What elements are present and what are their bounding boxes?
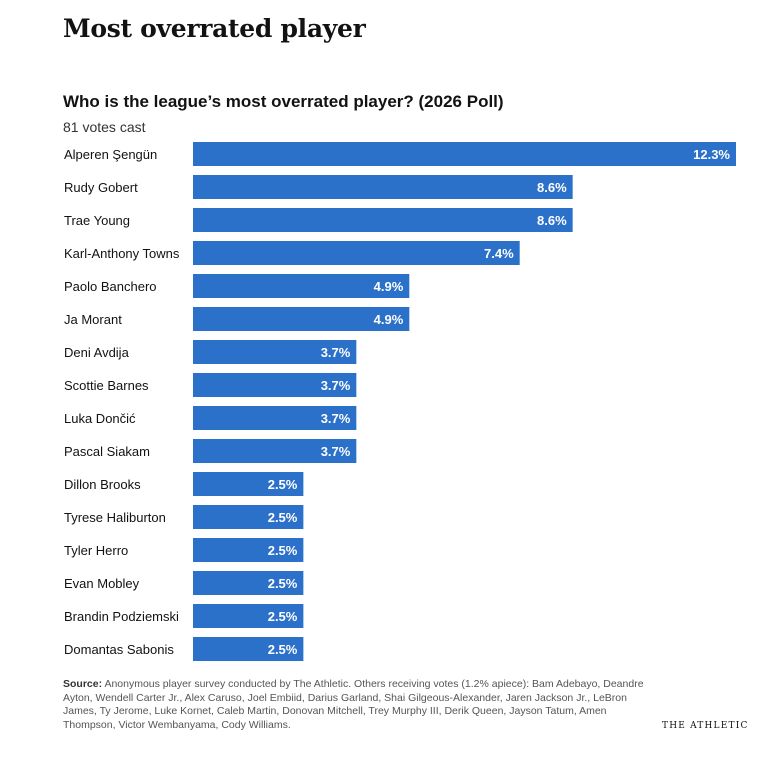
value-label: 4.9% <box>374 312 404 327</box>
page-headline: Most overrated player <box>63 14 366 43</box>
brand-logo: THE ATHLETIC <box>662 721 749 731</box>
source-text: Anonymous player survey conducted by The… <box>63 678 644 731</box>
value-label: 7.4% <box>484 246 514 261</box>
category-label: Alperen Şengün <box>64 147 157 162</box>
bar <box>193 538 304 562</box>
value-label: 3.7% <box>321 378 351 393</box>
bar <box>193 208 573 232</box>
source-note: Source: Anonymous player survey conducte… <box>63 678 653 732</box>
category-label: Luka Dončić <box>64 411 136 426</box>
value-label: 4.9% <box>374 279 404 294</box>
chart-note: 81 votes cast <box>63 119 146 135</box>
bar <box>193 637 304 661</box>
value-label: 8.6% <box>537 180 567 195</box>
category-label: Pascal Siakam <box>64 444 150 459</box>
value-label: 2.5% <box>268 576 298 591</box>
category-label: Brandin Podziemski <box>64 609 179 624</box>
value-label: 8.6% <box>537 213 567 228</box>
bar <box>193 307 410 331</box>
category-label: Tyrese Haliburton <box>64 510 166 525</box>
bar <box>193 505 304 529</box>
category-label: Dillon Brooks <box>64 477 141 492</box>
bar-chart: Alperen Şengün 12.3% Rudy Gobert 8.6% Trae Y… <box>64 142 736 661</box>
source-label: Source: <box>63 678 103 690</box>
category-label: Paolo Banchero <box>64 279 157 294</box>
category-label: Tyler Herro <box>64 543 128 558</box>
bar <box>193 241 520 265</box>
category-label: Ja Morant <box>64 312 122 327</box>
value-label: 2.5% <box>268 477 298 492</box>
value-label: 3.7% <box>321 345 351 360</box>
category-label: Deni Avdija <box>64 345 130 360</box>
category-label: Evan Mobley <box>64 576 140 591</box>
bar <box>193 571 304 595</box>
value-label: 12.3% <box>693 147 730 162</box>
value-label: 3.7% <box>321 411 351 426</box>
value-label: 3.7% <box>321 444 351 459</box>
category-label: Karl-Anthony Towns <box>64 246 180 261</box>
category-label: Domantas Sabonis <box>64 642 174 657</box>
bar <box>193 406 357 430</box>
bar <box>193 142 736 166</box>
value-label: 2.5% <box>268 642 298 657</box>
bar <box>193 439 357 463</box>
bar <box>193 274 410 298</box>
value-label: 2.5% <box>268 543 298 558</box>
bar <box>193 472 304 496</box>
bar <box>193 175 573 199</box>
bar <box>193 340 357 364</box>
bar <box>193 604 304 628</box>
category-label: Scottie Barnes <box>64 378 149 393</box>
value-label: 2.5% <box>268 510 298 525</box>
chart-title: Who is the league’s most overrated playe… <box>63 92 504 111</box>
value-label: 2.5% <box>268 609 298 624</box>
bar <box>193 373 357 397</box>
category-label: Trae Young <box>64 213 130 228</box>
category-label: Rudy Gobert <box>64 180 138 195</box>
